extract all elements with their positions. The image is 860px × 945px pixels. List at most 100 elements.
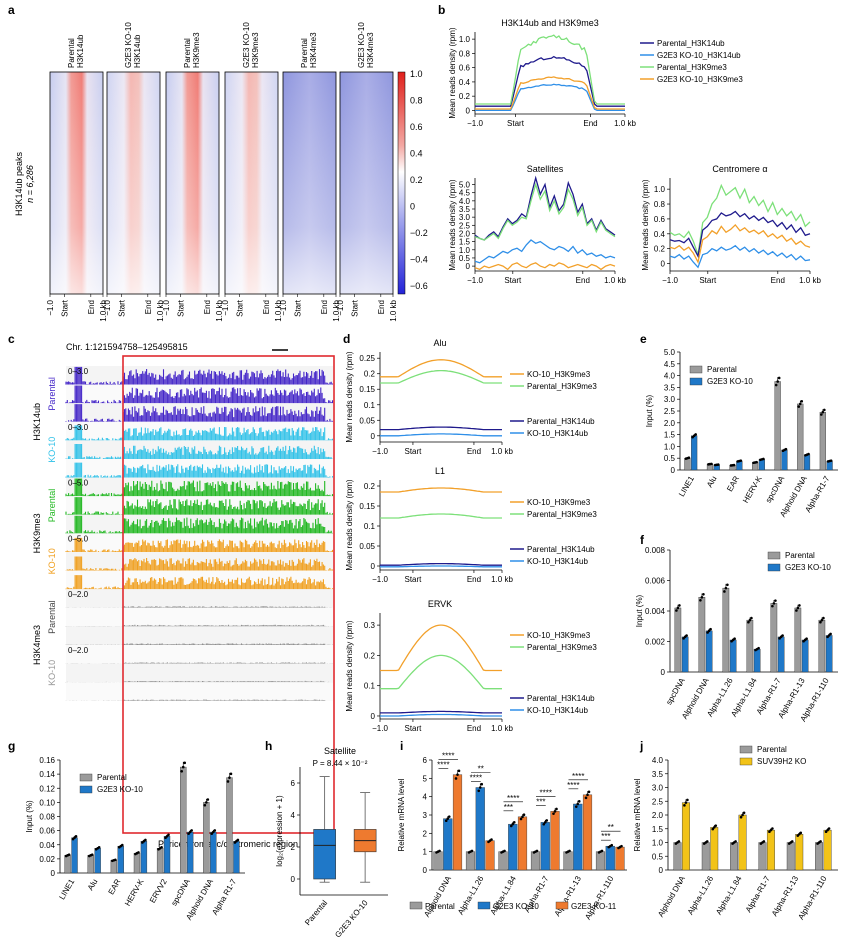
y-tick-label: 0 (466, 262, 471, 271)
x-tick-label: End (144, 300, 153, 314)
legend-swatch (555, 901, 569, 910)
sample-label: KO-10 (47, 437, 57, 463)
panel-letter: a (8, 3, 15, 17)
y-tick-label: 3.0 (459, 213, 471, 222)
data-point (211, 830, 215, 834)
legend-label: G2E3 KO-10 (493, 902, 539, 911)
y-tick-label: 4.0 (652, 756, 664, 765)
x-tick-label: End (467, 575, 481, 584)
track-signal (65, 515, 334, 534)
bar-chart-g: 0 0.02 0.04 0.06 0.08 0.10 0.12 0.14 0.16 LINE1 Al… (25, 756, 245, 922)
bar (825, 635, 833, 673)
data-point (511, 822, 515, 826)
y-tick-label: 1.0 (459, 35, 471, 44)
x-tick-label: Alpha-L1.84 (714, 874, 744, 916)
bar (722, 587, 730, 673)
x-tick-label: End (583, 119, 597, 128)
data-point (707, 629, 711, 633)
y-tick-label: 2.0 (459, 229, 471, 238)
y-tick-label: 0.05 (359, 416, 375, 425)
legend-label: Parental_H3K9me3 (657, 63, 727, 72)
x-tick-label: 1.0 kb (604, 276, 626, 285)
data-point (709, 627, 712, 631)
sig-label: *** (536, 797, 545, 806)
data-point (747, 620, 750, 624)
data-point (686, 798, 689, 802)
bar (433, 851, 443, 871)
y-tick-label: 0.1 (364, 522, 376, 531)
bar (794, 607, 802, 673)
data-point (568, 849, 571, 853)
x-tick-label: Start (699, 276, 717, 285)
legend-swatch (767, 563, 781, 572)
y-axis-label: Input (%) (25, 800, 34, 833)
heatmap-border (282, 71, 337, 295)
data-point (574, 805, 578, 808)
data-point (226, 780, 230, 783)
mark-label: H3K14ub (32, 403, 42, 441)
x-tick-label: LINE1 (677, 474, 696, 498)
y-tick-label: 6 (291, 779, 296, 788)
data-point (519, 817, 523, 821)
locus-label: Chr. 1:121594758–125495815 (66, 342, 188, 352)
x-tick-label: −1.0 (467, 119, 483, 128)
series-line (475, 83, 625, 112)
y-tick-label: 0.008 (645, 546, 666, 555)
data-point (477, 789, 481, 793)
line-chart-d2: 0 0.05 0.1 0.15 0.2 −1.0 Start End 1.0 kb (359, 480, 513, 584)
series-line (475, 55, 625, 107)
y-axis-label: Mean reads density (rpm) (345, 479, 354, 570)
bar (730, 842, 739, 871)
sig-label: **** (437, 761, 449, 770)
legend-swatch (477, 901, 491, 910)
data-point (774, 383, 778, 387)
data-point (457, 769, 461, 773)
data-point (711, 827, 715, 831)
x-tick-label: −1.0 (162, 299, 171, 315)
x-tick-label: End (467, 447, 481, 456)
legend-label: Parental_H3K14ub (527, 694, 595, 703)
data-point (705, 840, 709, 843)
track-range: 0–3.0 (68, 423, 89, 432)
data-point (723, 590, 726, 593)
sig-label: *** (601, 832, 610, 841)
column-label: H3K14ub (133, 34, 142, 68)
series-line (380, 565, 502, 568)
legend-label: G2E3 KO-10 (97, 785, 143, 794)
sig-label: **** (567, 781, 579, 790)
legend-i: Parental G2E3 KO-10 G2E3 KO-11 (409, 901, 617, 911)
data-point (206, 798, 210, 801)
x-tick-label: −1.0 (103, 299, 112, 315)
heatmap-fade (225, 72, 278, 294)
legend-label: Parental_H3K9me3 (527, 510, 597, 519)
y-tick-label: 0.2 (364, 482, 376, 491)
data-point (762, 840, 766, 843)
series-line (475, 34, 625, 105)
track-signal (65, 478, 334, 497)
y-tick-label: 0.10 (39, 798, 55, 807)
legend-swatch (767, 551, 781, 560)
bar (140, 841, 148, 874)
data-point (821, 410, 825, 414)
y-tick-label: 3.5 (459, 205, 471, 214)
data-point (438, 849, 441, 853)
x-tick-label: −1.0 (372, 447, 388, 456)
track-bg (66, 645, 333, 664)
colorbar-tick-label: 0.8 (410, 96, 423, 106)
x-tick-label: Alpha-R1-110 (796, 874, 828, 921)
y-axis-label: Mean reads density (rpm) (448, 27, 457, 118)
track-range: 0–5.0 (68, 534, 89, 543)
data-point (183, 761, 187, 765)
legend-label: KO-10_H3K9me3 (527, 370, 591, 379)
x-tick-label: Alpha-R1-110 (583, 874, 615, 921)
data-point (757, 646, 760, 650)
legend-label: SUV39H2 KO (757, 757, 806, 766)
y-tick-label: 0.1 (364, 682, 376, 691)
data-point (144, 838, 147, 842)
data-point (805, 637, 808, 640)
data-point (454, 777, 458, 780)
legend: KO-10_H3K9me3 Parental_H3K9me3 (510, 370, 597, 391)
data-point (774, 599, 777, 602)
sig-label: *** (504, 803, 513, 812)
